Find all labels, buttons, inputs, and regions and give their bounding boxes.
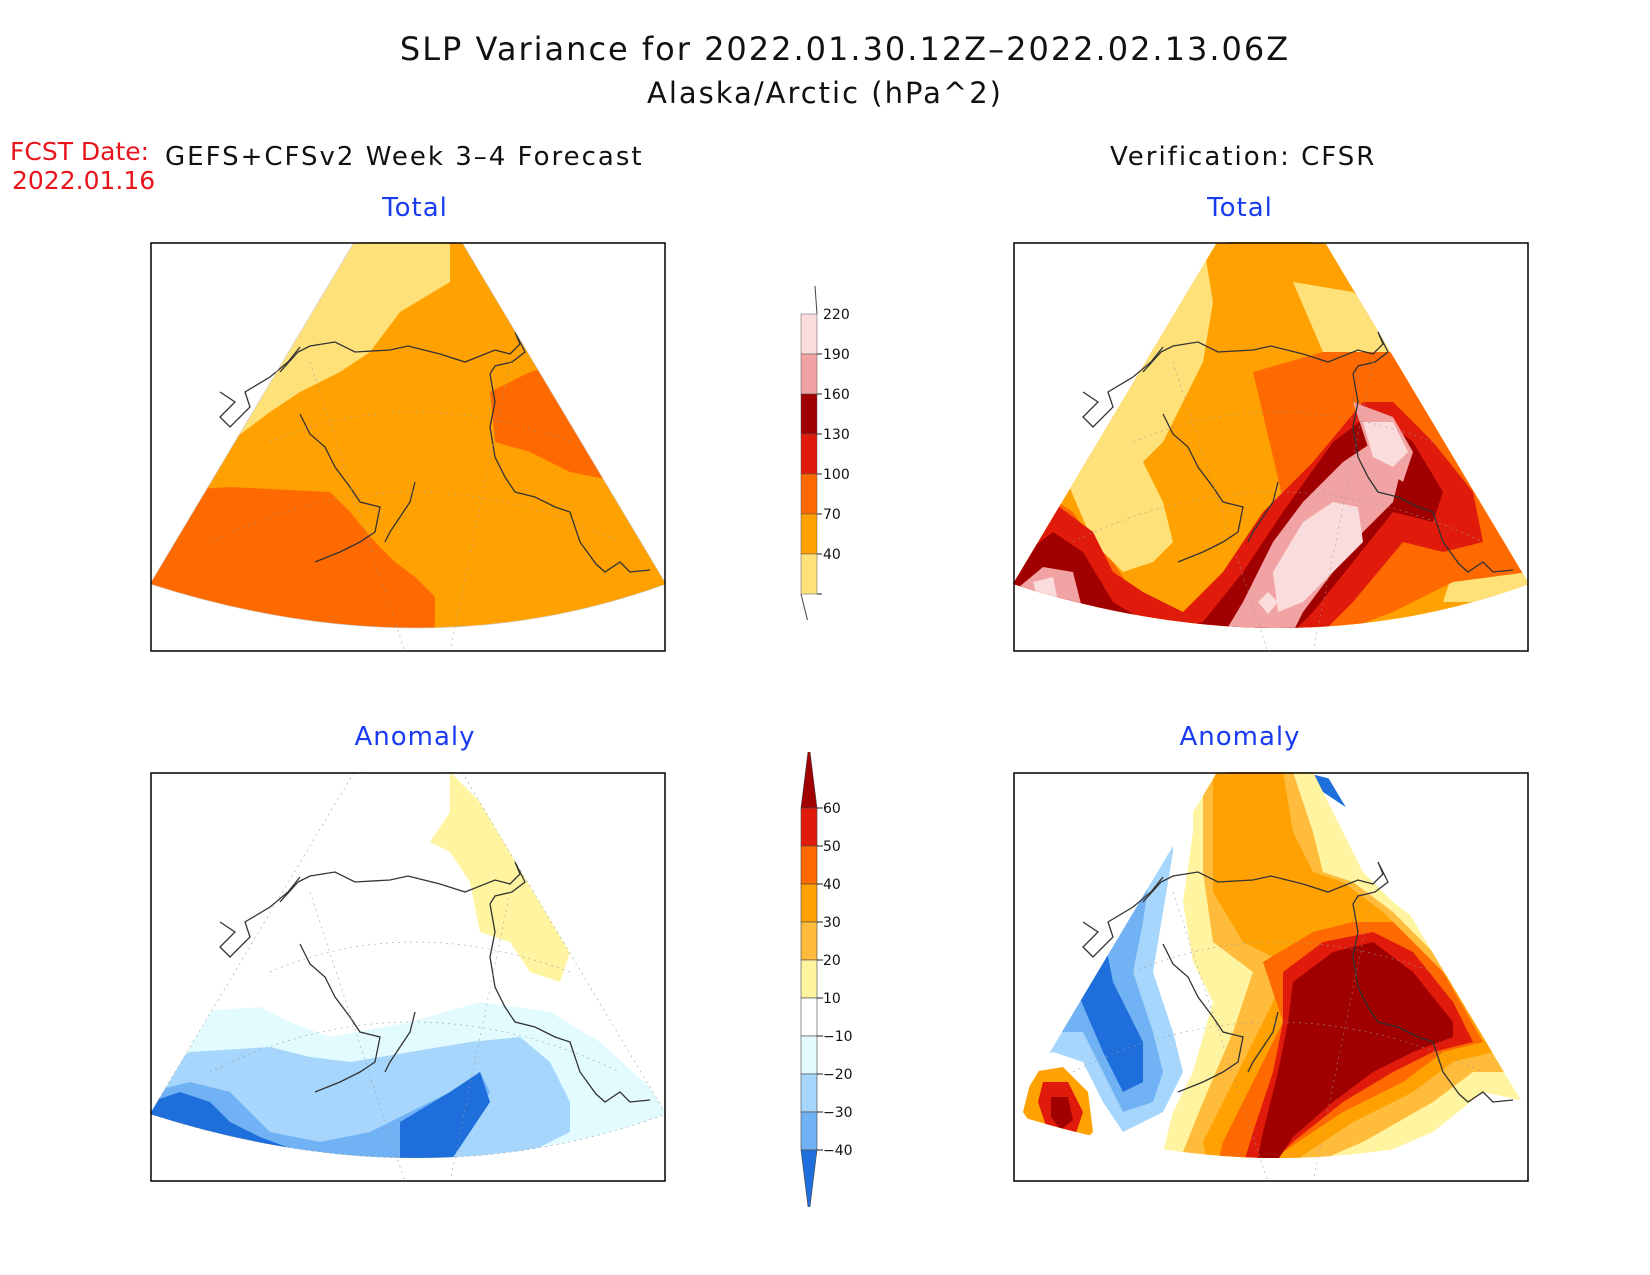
- verification-anomaly-map: [1013, 772, 1529, 1182]
- total-colorbar-label-1: 190: [823, 347, 850, 363]
- verification-anomaly-coastline: [1082, 861, 1514, 1103]
- total-colorbar-swatch-4: [800, 473, 818, 515]
- verification-anomaly-above-60-region: [1253, 942, 1453, 1158]
- total-colorbar-swatch-0: [800, 313, 818, 355]
- figure-title: SLP Variance for 2022.01.30.12Z–2022.02.…: [399, 30, 1291, 68]
- verification-total-above-220-northeast: [1363, 422, 1408, 467]
- total-colorbar-bottom-tail: [800, 593, 809, 620]
- total-colorbar-swatch-6: [800, 553, 818, 595]
- verification-anomaly-title: Anomaly: [1179, 722, 1301, 752]
- verification-anomaly-frame: [1013, 772, 1529, 1182]
- anomaly-colorbar-swatch-5: [800, 959, 818, 999]
- forecast-anomaly-10-20-region: [430, 772, 570, 982]
- anomaly-colorbar-label-4: 20: [823, 953, 841, 969]
- anomaly-colorbar-label-8: −30: [823, 1105, 853, 1121]
- verification-total-map: [1013, 242, 1529, 652]
- total-colorbar-top-tail: [814, 285, 818, 315]
- forecast-anomaly-below-minus40-west: [150, 1092, 330, 1158]
- verification-total-frame: [1013, 242, 1529, 652]
- forecast-anomaly-graticule: [150, 772, 666, 1182]
- anomaly-colorbar-label-6: −10: [823, 1029, 853, 1045]
- anomaly-colorbar-label-1: 50: [823, 839, 841, 855]
- total-colorbar-label-3: 130: [823, 427, 850, 443]
- total-colorbar-swatch-5: [800, 513, 818, 555]
- total-colorbar-label-2: 160: [823, 387, 850, 403]
- verification-total-coastline: [1082, 331, 1514, 573]
- total-colorbar: 220 190 160 130 100 70 40: [800, 285, 850, 620]
- forecast-heading: GEFS+CFSv2 Week 3–4 Forecast: [165, 142, 644, 172]
- anomaly-colorbar-swatch-3: [800, 883, 818, 923]
- total-colorbar-swatch-2: [800, 393, 818, 435]
- anomaly-colorbar-swatch-9: [800, 1111, 818, 1151]
- total-colorbar-label-0: 220: [823, 307, 850, 323]
- total-colorbar-label-6: 40: [823, 547, 841, 563]
- anomaly-colorbar-label-7: −20: [823, 1067, 853, 1083]
- forecast-total-graticule: [209, 361, 621, 652]
- anomaly-colorbar-swatch-7: [800, 1035, 818, 1075]
- forecast-total-coastline: [219, 331, 651, 573]
- fcst-date-label: FCST Date:: [10, 137, 150, 166]
- anomaly-colorbar-label-0: 60: [823, 801, 841, 817]
- anomaly-colorbar-label-3: 30: [823, 915, 841, 931]
- forecast-anomaly-frame: [150, 772, 666, 1182]
- forecast-anomaly-map: [150, 772, 666, 1182]
- fcst-date-value: 2022.01.16: [12, 166, 156, 195]
- anomaly-colorbar-swatch-4: [800, 921, 818, 961]
- forecast-anomaly-title: Anomaly: [354, 722, 476, 752]
- forecast-total-map: [150, 242, 666, 652]
- anomaly-colorbar-swatch-1: [800, 807, 818, 847]
- verification-total-above-220-central: [1273, 502, 1363, 612]
- anomaly-colorbar-swatch-8: [800, 1073, 818, 1113]
- forecast-anomaly-below-minus40-central: [400, 1072, 490, 1158]
- verification-total-above-220-island: [1258, 592, 1278, 614]
- figure-subtitle: Alaska/Arctic (hPa^2): [647, 76, 1003, 110]
- verification-anomaly-above-60-west: [1051, 1097, 1073, 1130]
- total-colorbar-swatch-3: [800, 433, 818, 475]
- verification-total-title: Total: [1207, 193, 1273, 223]
- anomaly-colorbar-label-9: −40: [823, 1143, 853, 1159]
- anomaly-colorbar-label-5: 10: [823, 991, 841, 1007]
- anomaly-colorbar-swatch-2: [800, 845, 818, 885]
- total-colorbar-label-5: 70: [823, 507, 841, 523]
- forecast-total-frame: [150, 242, 666, 652]
- anomaly-colorbar-swatch-0: [800, 752, 818, 809]
- forecast-total-title: Total: [382, 193, 448, 223]
- total-colorbar-swatch-1: [800, 353, 818, 395]
- anomaly-colorbar-swatch-6: [800, 997, 818, 1037]
- forecast-anomaly-coastline: [219, 861, 651, 1103]
- anomaly-colorbar-swatch-10: [800, 1149, 818, 1207]
- verification-anomaly-graticule: [1072, 891, 1484, 1182]
- anomaly-colorbar-label-2: 40: [823, 877, 841, 893]
- total-colorbar-label-4: 100: [823, 467, 850, 483]
- anomaly-colorbar: 60 50 40 30 20 10 −10 −20 −30 −40: [800, 752, 853, 1207]
- verification-heading: Verification: CFSR: [1110, 142, 1377, 172]
- verification-total-graticule: [1072, 361, 1484, 652]
